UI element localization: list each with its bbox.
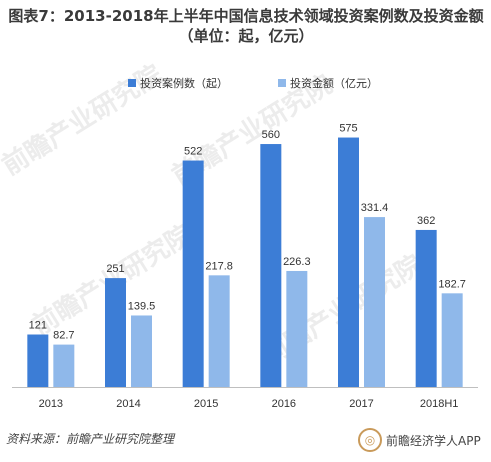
- data-label: 362: [417, 215, 435, 227]
- bar: [208, 275, 230, 387]
- x-axis: 2013 2014 2015 2016 2017 2018H1: [12, 387, 478, 410]
- bar: [182, 160, 204, 387]
- data-label: 331.4: [361, 202, 389, 214]
- x-tick-label: 2015: [194, 398, 218, 410]
- data-label: 217.8: [205, 260, 233, 272]
- data-label: 139.5: [128, 300, 156, 312]
- x-tick-label: 2016: [272, 398, 296, 410]
- bar: [53, 344, 75, 387]
- legend-swatch: [278, 79, 286, 87]
- x-tick-label: 2013: [39, 398, 63, 410]
- bar: [105, 278, 126, 387]
- data-label: 575: [339, 123, 357, 135]
- x-tick-label: 2014: [116, 398, 140, 410]
- data-label: 251: [106, 263, 124, 275]
- data-label: 522: [184, 146, 202, 158]
- bar: [27, 334, 49, 387]
- bar: [286, 270, 308, 387]
- x-tick-label: 2017: [349, 398, 373, 410]
- data-label: 121: [29, 320, 47, 332]
- data-label: 226.3: [283, 256, 311, 268]
- data-label: 560: [262, 129, 280, 141]
- bars: 121 82.7 251 139.5 522 217.8 560 226.3 575 331.4 3…: [27, 123, 466, 387]
- bar: [364, 217, 385, 387]
- data-label: 82.7: [53, 330, 74, 342]
- bar: [131, 315, 152, 387]
- bar: [441, 293, 463, 387]
- brand-logo-icon: ◎: [358, 428, 382, 452]
- legend: 投资案例数（起） 投资金额（亿元）: [128, 76, 378, 90]
- bar: [260, 144, 282, 387]
- legend-swatch: [128, 79, 136, 87]
- x-tick-label: 2018H1: [420, 398, 459, 410]
- data-label: 182.7: [438, 278, 466, 290]
- bar: [415, 229, 437, 387]
- chart-title: 图表7：2013-2018年上半年中国信息技术领域投资案例数及投资金额（单位：起…: [8, 7, 484, 45]
- source-note: 资料来源：前瞻产业研究院整理: [6, 432, 175, 446]
- brand-name: 前瞻经济学人APP: [386, 433, 481, 448]
- legend-label: 投资金额（亿元）: [290, 76, 378, 90]
- brand: ◎ 前瞻经济学人APP: [358, 426, 481, 454]
- bar: [338, 137, 359, 387]
- legend-label: 投资案例数（起）: [140, 76, 228, 90]
